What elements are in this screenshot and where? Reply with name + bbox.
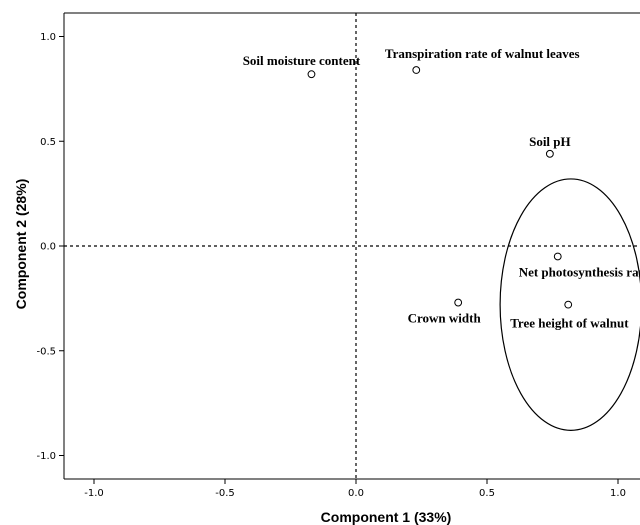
y-tick-label: -1.0	[36, 451, 56, 462]
x-tick-label: -1.0	[84, 488, 104, 499]
data-point	[553, 252, 562, 261]
reference-lines	[64, 13, 640, 479]
x-axis-ticks: -1.0 -0.5 0.0 0.5 1.0	[84, 479, 626, 499]
point-label: Soil pH	[529, 134, 571, 149]
point-label: Soil moisture content	[243, 53, 361, 68]
data-points	[307, 66, 573, 309]
x-tick-label: 0.0	[348, 488, 364, 499]
point-label: Tree height of walnut	[510, 316, 629, 331]
x-tick-label: 0.5	[479, 488, 495, 499]
x-tick-label: -0.5	[215, 488, 235, 499]
y-tick-label: 0.0	[40, 242, 56, 253]
y-tick-label: -0.5	[36, 346, 56, 357]
cluster-ellipse	[499, 178, 640, 431]
x-tick-label: 1.0	[610, 488, 626, 499]
cluster-ellipse-layer	[499, 178, 640, 431]
point-label: Net photosynthesis rate of walnut leaves	[519, 264, 640, 279]
y-axis-ticks: 1.0 0.5 0.0 -0.5 -1.0	[36, 32, 64, 462]
data-point	[545, 149, 554, 158]
data-point	[307, 70, 316, 79]
data-point	[412, 66, 421, 74]
data-point	[454, 298, 463, 307]
point-labels: Soil moisture content Transpiration rate …	[243, 46, 640, 331]
data-point	[564, 300, 573, 309]
point-label: Transpiration rate of walnut leaves	[385, 46, 580, 61]
point-label: Crown width	[408, 311, 482, 326]
y-axis-title: Component 2 (28%)	[13, 179, 29, 310]
x-axis-title: Component 1 (33%)	[321, 509, 452, 525]
y-tick-label: 0.5	[40, 137, 56, 148]
y-tick-label: 1.0	[40, 32, 56, 43]
